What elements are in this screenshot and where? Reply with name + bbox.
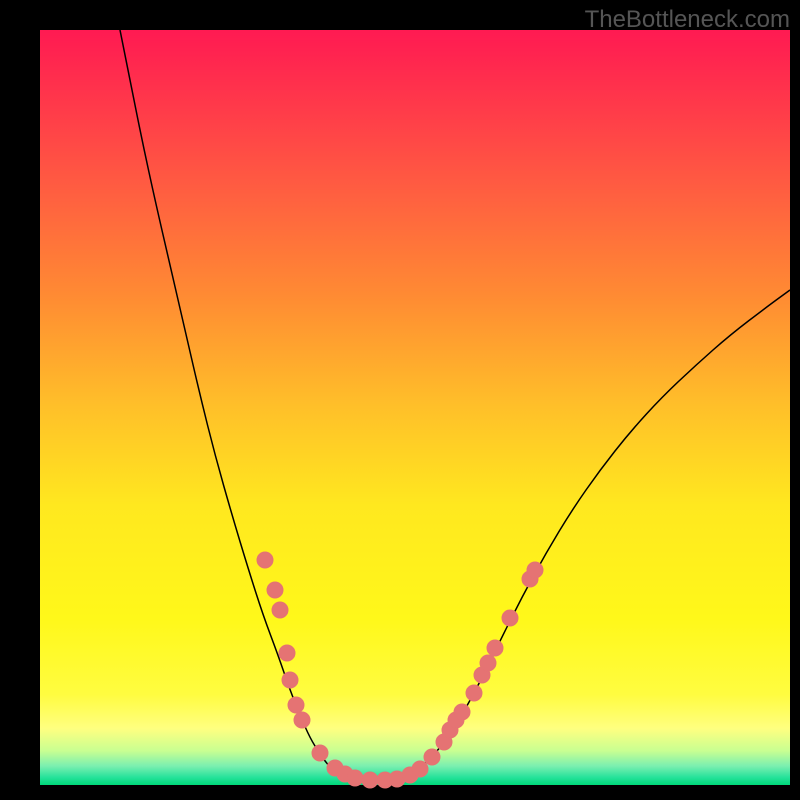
- marker-dot: [279, 645, 295, 661]
- gradient-plot-area: [40, 30, 790, 785]
- marker-dot: [487, 640, 503, 656]
- marker-dot: [294, 712, 310, 728]
- marker-dot: [362, 772, 378, 788]
- black-bar-bottom: [40, 785, 800, 800]
- chart-stage: TheBottleneck.com: [0, 0, 800, 800]
- marker-dot: [272, 602, 288, 618]
- marker-dot: [527, 562, 543, 578]
- marker-dot: [257, 552, 273, 568]
- marker-dot: [466, 685, 482, 701]
- marker-dot: [480, 655, 496, 671]
- marker-dot: [502, 610, 518, 626]
- marker-dot: [312, 745, 328, 761]
- marker-dot: [267, 582, 283, 598]
- marker-dot: [454, 704, 470, 720]
- marker-dot: [282, 672, 298, 688]
- marker-dot: [424, 749, 440, 765]
- black-bar-left: [0, 0, 40, 800]
- marker-dot: [412, 761, 428, 777]
- marker-dot: [347, 770, 363, 786]
- chart-svg: [0, 0, 800, 800]
- black-bar-top: [40, 0, 800, 30]
- marker-dot: [288, 697, 304, 713]
- black-bar-right: [790, 0, 800, 800]
